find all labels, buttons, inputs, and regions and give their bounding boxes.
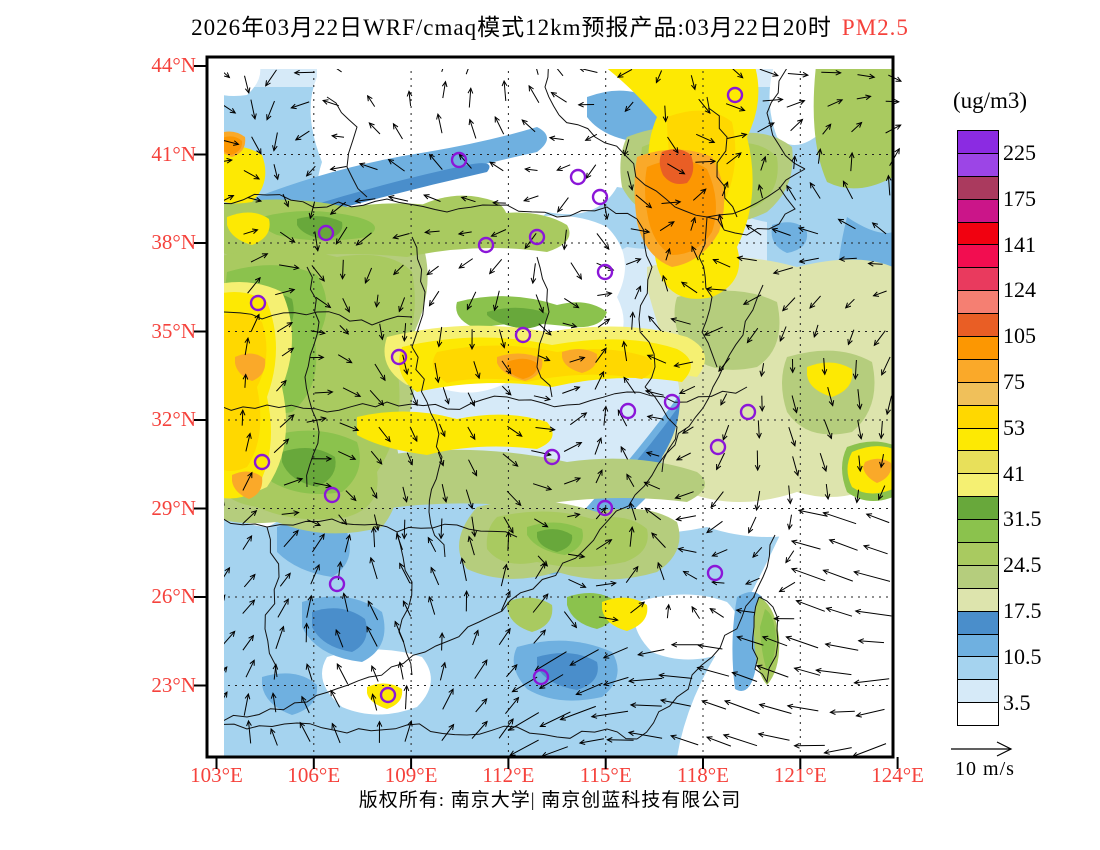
colorbar-box — [958, 199, 998, 223]
city-marker — [739, 403, 757, 421]
city-marker — [596, 263, 614, 281]
colorbar-box — [958, 337, 998, 360]
colorbar-box — [958, 611, 998, 635]
city-marker — [569, 168, 587, 186]
map-frame — [205, 55, 895, 759]
lat-tick-label: 26°N — [151, 584, 196, 608]
lat-tick-label: 32°N — [151, 407, 196, 431]
lat-tick-label: 44°N — [151, 53, 196, 77]
wind-scale-label: 10 m/s — [955, 758, 1015, 780]
city-marker — [390, 348, 408, 366]
lat-tick-label: 41°N — [151, 141, 196, 166]
copyright-text: 版权所有: 南京大学| 南京创蓝科技有限公司 — [358, 790, 742, 811]
colorbar-box — [958, 428, 998, 452]
city-marker — [450, 151, 468, 169]
colorbar-box — [958, 176, 998, 200]
colorbar-box — [958, 131, 998, 154]
colorbar-tick-label: 124 — [1003, 277, 1036, 303]
colorbar-unit-label: (ug/m3) — [952, 88, 1028, 113]
colorbar-box — [958, 153, 998, 177]
colorbar-box — [958, 588, 998, 612]
page-title: 2026年03月22日WRF/cmaq模式12km预报产品:03月22日20时 P… — [0, 8, 1100, 42]
lat-tick-label: 23°N — [151, 672, 196, 697]
city-marker — [253, 453, 271, 471]
colorbar-box — [958, 680, 998, 704]
colorbar-box — [958, 497, 998, 521]
colorbar-box — [958, 451, 998, 475]
wind-vectors — [224, 69, 903, 758]
colorbar-tick-label: 41 — [1003, 460, 1025, 486]
colorbar-box — [958, 314, 998, 338]
city-marker — [596, 499, 614, 517]
lat-tick-label: 35°N — [151, 318, 196, 343]
colorbar-box — [958, 245, 998, 269]
city-marker — [543, 448, 561, 466]
axis-ticks — [194, 65, 899, 769]
colorbar-box — [958, 222, 998, 246]
city-marker — [619, 402, 637, 420]
colorbar — [957, 130, 999, 727]
colorbar-tick-label: 3.5 — [1003, 689, 1031, 715]
colorbar-box — [958, 657, 998, 681]
colorbar-tick-label: 17.5 — [1003, 597, 1042, 623]
city-marker — [477, 236, 495, 254]
title-pollutant: PM2.5 — [841, 15, 909, 40]
forecast-map — [194, 55, 903, 769]
colorbar-box — [958, 382, 998, 406]
wind-scale-arrow — [951, 741, 1013, 757]
map-fill-layers — [208, 69, 903, 758]
lat-tick-label: 38°N — [151, 230, 196, 254]
city-marker — [528, 228, 546, 246]
colorbar-tick-label: 31.5 — [1003, 506, 1042, 532]
colorbar-box — [958, 634, 998, 658]
colorbar-tick-label: 75 — [1003, 368, 1025, 394]
colorbar-box — [958, 268, 998, 292]
colorbar-tick-label: 175 — [1003, 185, 1036, 211]
city-marker — [249, 294, 267, 312]
colorbar-tick-label: 105 — [1003, 323, 1036, 349]
station-markers — [208, 86, 757, 704]
city-marker — [591, 188, 609, 206]
colorbar-box — [958, 703, 998, 726]
colorbar-tick-label: 10.5 — [1003, 643, 1042, 669]
colorbar-tick-label: 141 — [1003, 231, 1036, 257]
city-marker — [328, 575, 346, 593]
province-borders — [224, 69, 806, 740]
colorbar-box — [958, 291, 998, 315]
city-marker — [709, 438, 727, 456]
colorbar-tick-label: 24.5 — [1003, 552, 1042, 578]
colorbar-tick-label: 225 — [1003, 139, 1036, 165]
colorbar-box — [958, 474, 998, 498]
colorbar-box — [958, 520, 998, 544]
city-marker — [663, 393, 681, 411]
city-marker — [726, 86, 744, 104]
city-marker — [379, 686, 397, 704]
title-main: 2026年03月22日WRF/cmaq模式12km预报产品:03月22日20时 — [191, 15, 832, 40]
city-marker — [532, 668, 550, 686]
city-marker — [208, 618, 222, 632]
city-marker — [706, 564, 724, 582]
colorbar-tick-label: 53 — [1003, 414, 1025, 440]
city-marker — [317, 224, 335, 242]
colorbar-box — [958, 565, 998, 589]
colorbar-box — [958, 359, 998, 383]
lat-tick-label: 29°N — [151, 495, 196, 520]
colorbar-box — [958, 543, 998, 566]
city-marker — [514, 326, 532, 344]
colorbar-box — [958, 405, 998, 429]
city-marker — [323, 486, 341, 504]
